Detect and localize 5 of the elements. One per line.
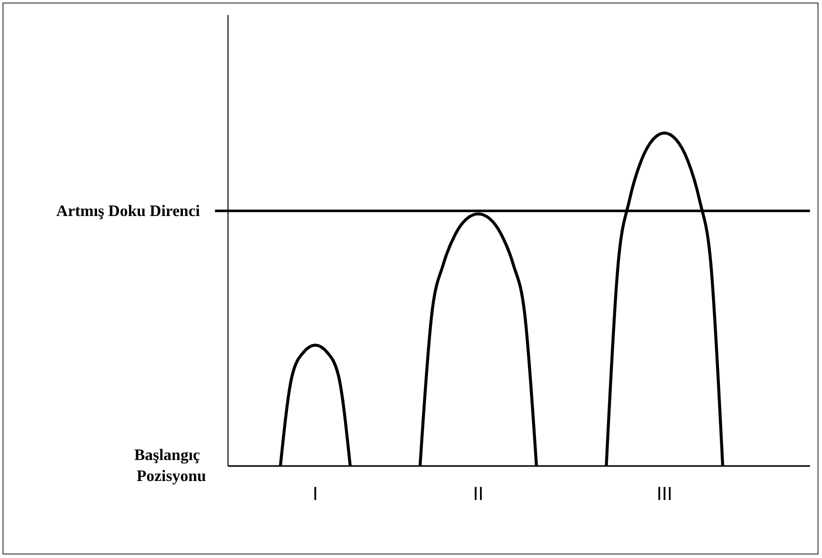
x-tick-label: II [472,484,484,505]
x-tick-label: I [312,484,318,505]
ref-line-label: Artmış Doku Direnci [56,202,201,220]
x-tick-label: III [656,484,672,505]
y-axis-title: Başlangıç Pozisyonu [134,447,206,485]
